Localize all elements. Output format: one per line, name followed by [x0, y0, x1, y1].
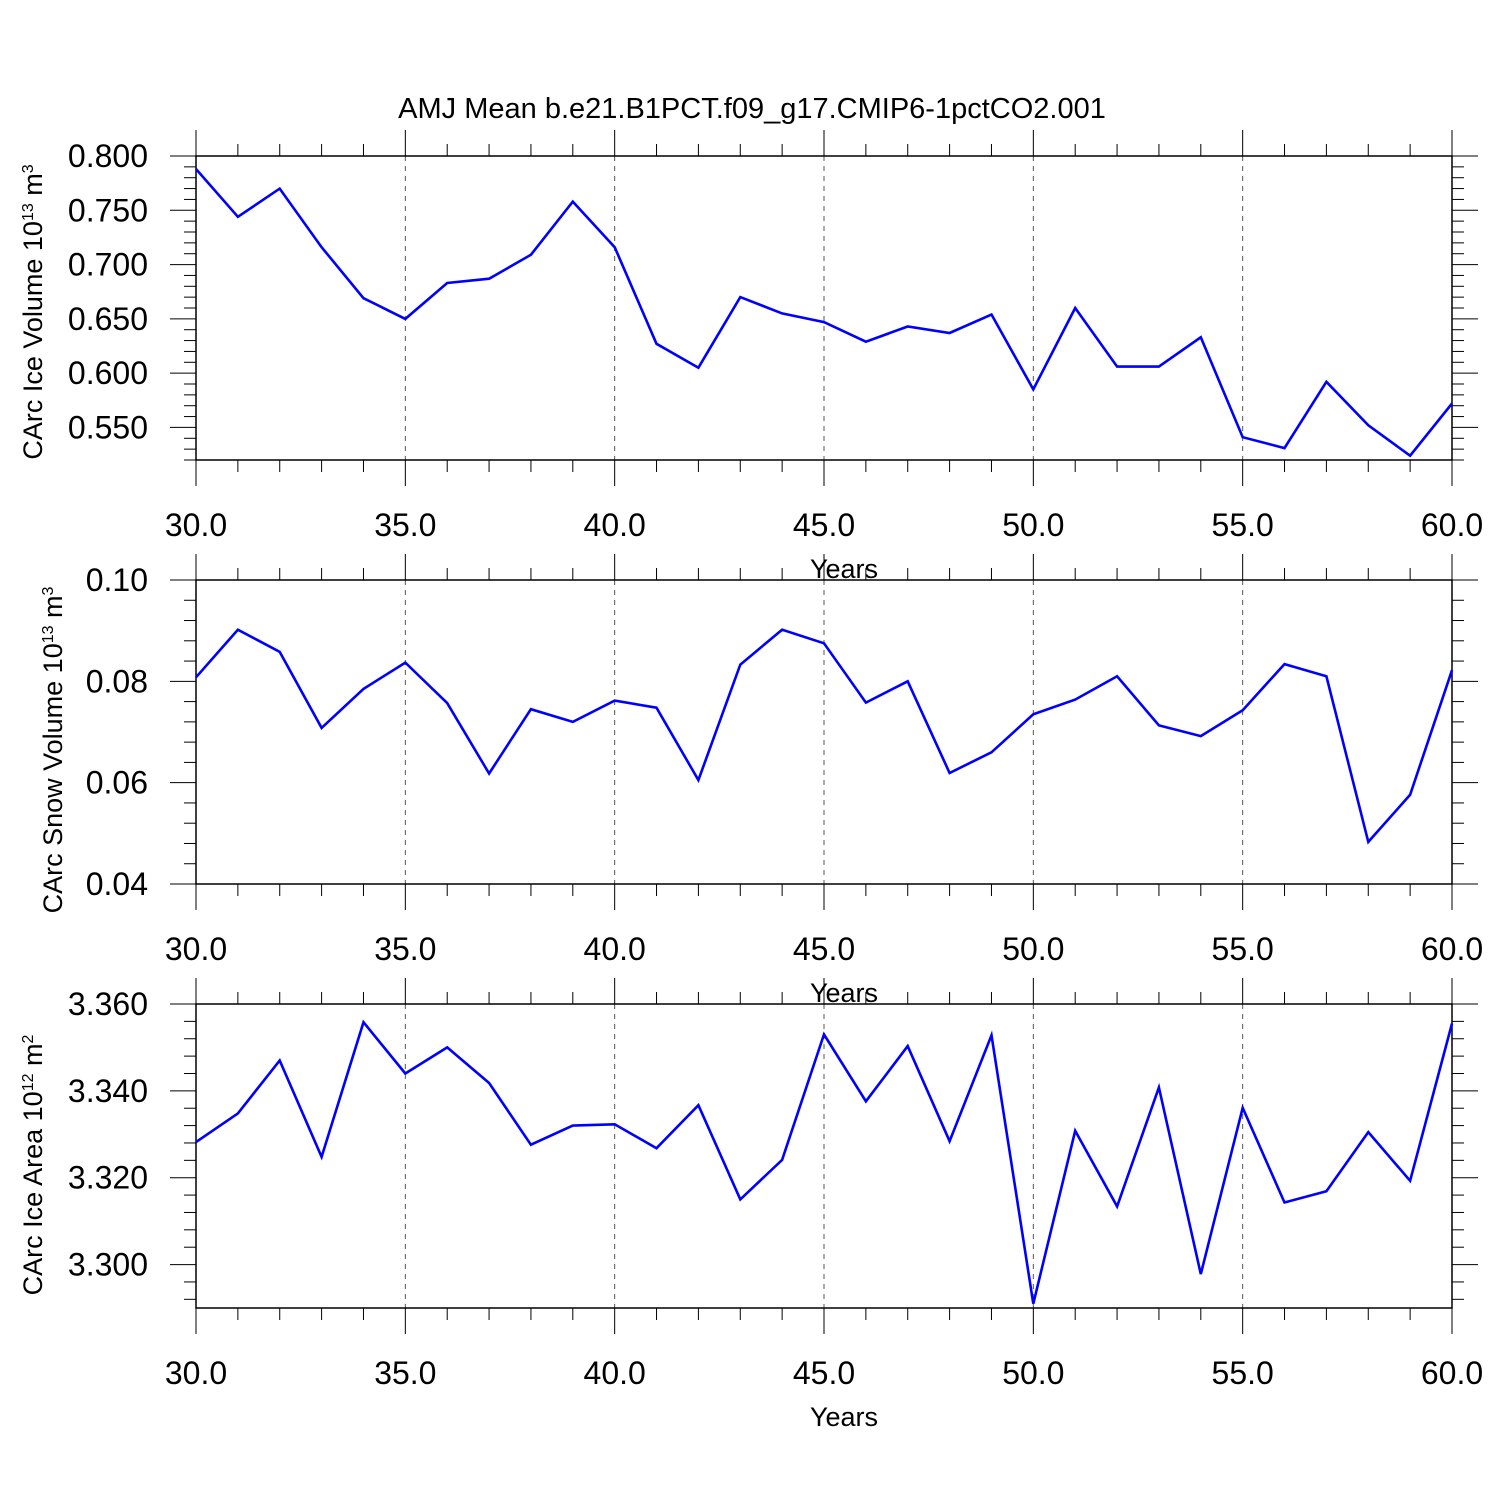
series-line-1 [195, 1019, 1454, 1305]
y-tick-label: 0.650 [68, 301, 148, 337]
x-tick-label: 60.0 [1421, 931, 1483, 967]
y-axis-label-exponent: 3 [40, 586, 57, 595]
y-tick-label: 3.360 [68, 986, 148, 1022]
x-tick-label: 30.0 [165, 1355, 227, 1391]
y-axis-label: CArc Ice Area 1012 m2 [18, 1035, 48, 1296]
x-tick-label: 45.0 [793, 507, 855, 543]
x-tick-label: 40.0 [584, 931, 646, 967]
y-axis-label: CArc Ice Volume 1013 m3 [18, 164, 48, 459]
y-axis-label-exponent: 13 [20, 203, 37, 221]
y-tick-label: 0.08 [86, 663, 148, 699]
y-axis-label-exponent: 2 [20, 1035, 37, 1044]
x-tick-label: 55.0 [1212, 507, 1274, 543]
y-axis-label-exponent: 13 [40, 625, 57, 643]
x-axis-label: Years [810, 978, 878, 1008]
x-tick-label: 60.0 [1421, 1355, 1483, 1391]
y-tick-label: 0.750 [68, 192, 148, 228]
series-line-1 [195, 628, 1454, 845]
x-tick-label: 55.0 [1212, 931, 1274, 967]
chart-title: AMJ Mean b.e21.B1PCT.f09_g17.CMIP6-1pctC… [398, 93, 1106, 125]
y-tick-label: 0.06 [86, 765, 148, 801]
chart-panel-2: 0.04 0.06 0.08 0.10 30.0 35.0 40.0 45.0 50.0 55.0… [38, 554, 1483, 1008]
y-tick-label: 0.10 [86, 562, 148, 598]
y-axis-label-part: m [18, 173, 48, 203]
chart-panel-1: 0.550 0.600 0.650 0.700 0.750 0.800 30.0 35.0 40… [18, 130, 1483, 584]
y-axis-label-exponent: 12 [20, 1073, 37, 1091]
y-tick-label: 3.320 [68, 1160, 148, 1196]
x-tick-label: 45.0 [793, 1355, 855, 1391]
y-axis-label: CArc Snow Volume 1013 m3 [38, 586, 68, 913]
x-tick-label: 35.0 [374, 931, 436, 967]
y-axis-label-exponent: 3 [20, 164, 37, 173]
y-tick-label: 3.300 [68, 1247, 148, 1283]
x-axis-label: Years [810, 1402, 878, 1432]
y-axis-label-part: CArc Ice Volume 10 [18, 221, 48, 460]
y-tick-label: 0.800 [68, 138, 148, 174]
x-tick-label: 50.0 [1002, 507, 1064, 543]
x-axis-label: Years [810, 554, 878, 584]
y-tick-label: 0.700 [68, 247, 148, 283]
y-tick-label: 0.04 [86, 866, 148, 902]
x-tick-label: 35.0 [374, 1355, 436, 1391]
y-axis-label-part: CArc Ice Area 10 [18, 1091, 48, 1295]
panels-container: 0.550 0.600 0.650 0.700 0.750 0.800 30.0 35.0 40… [18, 130, 1483, 1432]
x-tick-label: 50.0 [1002, 931, 1064, 967]
y-tick-label: 3.340 [68, 1073, 148, 1109]
x-tick-label: 60.0 [1421, 507, 1483, 543]
series-line-1 [195, 168, 1454, 458]
y-axis-label-part: m [38, 595, 68, 625]
y-tick-label: 0.550 [68, 409, 148, 445]
y-axis-label-part: CArc Snow Volume 10 [38, 643, 68, 913]
x-tick-label: 55.0 [1212, 1355, 1274, 1391]
chart-panel-3: 3.300 3.320 3.340 3.360 30.0 35.0 40.0 45.0 50.0… [18, 978, 1483, 1432]
y-axis-label-part: m [18, 1044, 48, 1074]
x-tick-label: 45.0 [793, 931, 855, 967]
x-tick-label: 30.0 [165, 507, 227, 543]
x-tick-label: 50.0 [1002, 1355, 1064, 1391]
x-tick-label: 40.0 [584, 1355, 646, 1391]
x-tick-label: 40.0 [584, 507, 646, 543]
y-tick-label: 0.600 [68, 355, 148, 391]
x-tick-label: 30.0 [165, 931, 227, 967]
x-tick-label: 35.0 [374, 507, 436, 543]
